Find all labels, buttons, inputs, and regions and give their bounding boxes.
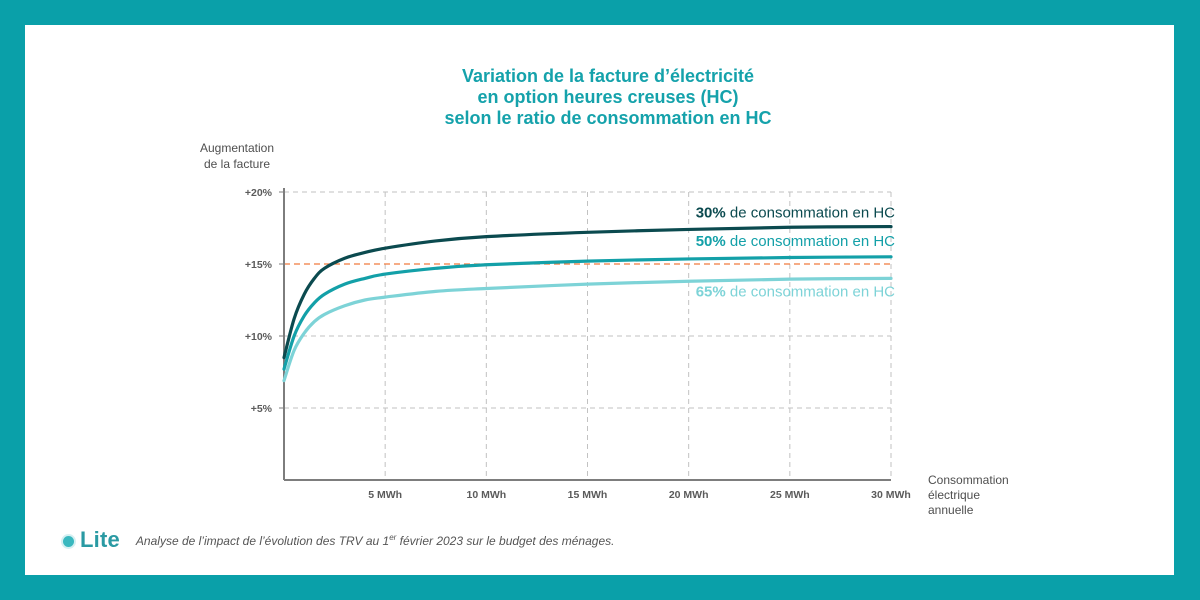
series-label-percent: 30%	[696, 205, 726, 222]
x-tick-label: 20 MWh	[669, 489, 709, 501]
footnote-prefix: Analyse de l’impact de l’évolution des T…	[135, 533, 390, 548]
chart-card: Variation de la facture d’électricité en …	[25, 25, 1174, 575]
footnote-sup: er	[389, 532, 397, 542]
chart-gridlines	[284, 191, 892, 480]
y-axis-label-line: Augmentation	[200, 141, 274, 155]
series-label-text: de consommation en HC	[726, 283, 895, 300]
chart-title: Variation de la facture d’électricitéen …	[444, 66, 771, 128]
x-axis-label-line: Consommation	[928, 473, 1009, 487]
series-line	[282, 276, 893, 383]
x-tick-label: 5 MWh	[368, 489, 402, 501]
series-label-text: de consommation en HC	[726, 205, 895, 222]
series-line	[282, 224, 893, 360]
y-axis-ticks: +5% +10% +15% +20%	[245, 187, 284, 415]
chart-title-line: Variation de la facture d’électricité	[462, 66, 754, 86]
x-tick-label: 10 MWh	[466, 489, 506, 501]
series-label: 65% de consommation en HC	[696, 283, 895, 300]
chart-series	[282, 224, 893, 383]
brand-name: Lite	[80, 527, 120, 552]
y-tick-label: +20%	[245, 187, 273, 199]
series-label-text: de consommation en HC	[726, 233, 895, 250]
lightbulb-icon	[63, 535, 74, 547]
series-line	[282, 255, 893, 371]
y-tick-label: +5%	[251, 403, 273, 415]
y-tick-label: +15%	[245, 259, 273, 271]
footnote-suffix: février 2023 sur le budget des ménages.	[396, 533, 615, 548]
footnote: Analyse de l’impact de l’évolution des T…	[136, 533, 615, 548]
chart-axes	[283, 188, 891, 481]
x-axis-label-line: annuelle	[928, 503, 974, 517]
y-axis-label: Augmentation de la facture	[200, 141, 274, 171]
series-label: 50% de consommation en HC	[696, 233, 895, 250]
chart: Variation de la facture d’électricitéen …	[200, 66, 1009, 517]
x-tick-label: 30 MWh	[871, 489, 911, 501]
y-axis-label-line: de la facture	[204, 157, 270, 171]
series-label: 30% de consommation en HC	[696, 205, 895, 222]
series-label-percent: 50%	[696, 233, 726, 250]
x-tick-label: 15 MWh	[568, 489, 608, 501]
series-label-percent: 65%	[696, 283, 726, 300]
x-tick-label: 25 MWh	[770, 489, 810, 501]
footer: Lite Analyse de l’impact de l’évolution …	[63, 527, 614, 553]
chart-title-line: en option heures creuses (HC)	[477, 87, 738, 107]
x-axis-ticks: 5 MWh 10 MWh 15 MWh 20 MWh 25 MWh 30 MWh	[368, 489, 911, 501]
chart-title-line: selon le ratio de consommation en HC	[444, 108, 771, 128]
brand-logo: Lite	[63, 527, 120, 553]
y-tick-label: +10%	[245, 331, 273, 343]
x-axis-label-line: électrique	[928, 488, 980, 502]
